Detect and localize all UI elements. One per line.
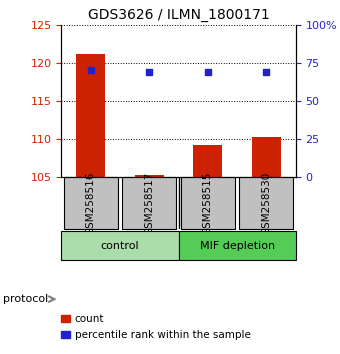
FancyBboxPatch shape	[181, 177, 235, 229]
FancyBboxPatch shape	[178, 231, 296, 260]
Bar	[76, 55, 105, 177]
FancyBboxPatch shape	[122, 177, 176, 229]
Text: MIF depletion: MIF depletion	[200, 241, 275, 251]
Text: GSM258517: GSM258517	[144, 172, 154, 235]
Bar	[193, 145, 222, 177]
Text: count: count	[75, 314, 104, 324]
Point	[264, 69, 269, 75]
Bar	[135, 175, 164, 177]
Text: GSM258515: GSM258515	[203, 172, 213, 235]
Text: GSM258516: GSM258516	[86, 172, 96, 235]
Title: GDS3626 / ILMN_1800171: GDS3626 / ILMN_1800171	[88, 8, 269, 22]
Point	[205, 69, 210, 75]
FancyBboxPatch shape	[64, 177, 118, 229]
FancyBboxPatch shape	[239, 177, 293, 229]
Text: protocol: protocol	[3, 294, 49, 304]
FancyBboxPatch shape	[61, 231, 178, 260]
Point	[147, 69, 152, 75]
Text: percentile rank within the sample: percentile rank within the sample	[75, 330, 251, 339]
Bar	[252, 137, 281, 177]
Point	[88, 68, 93, 73]
Text: control: control	[101, 241, 139, 251]
Text: GSM258530: GSM258530	[261, 172, 271, 235]
